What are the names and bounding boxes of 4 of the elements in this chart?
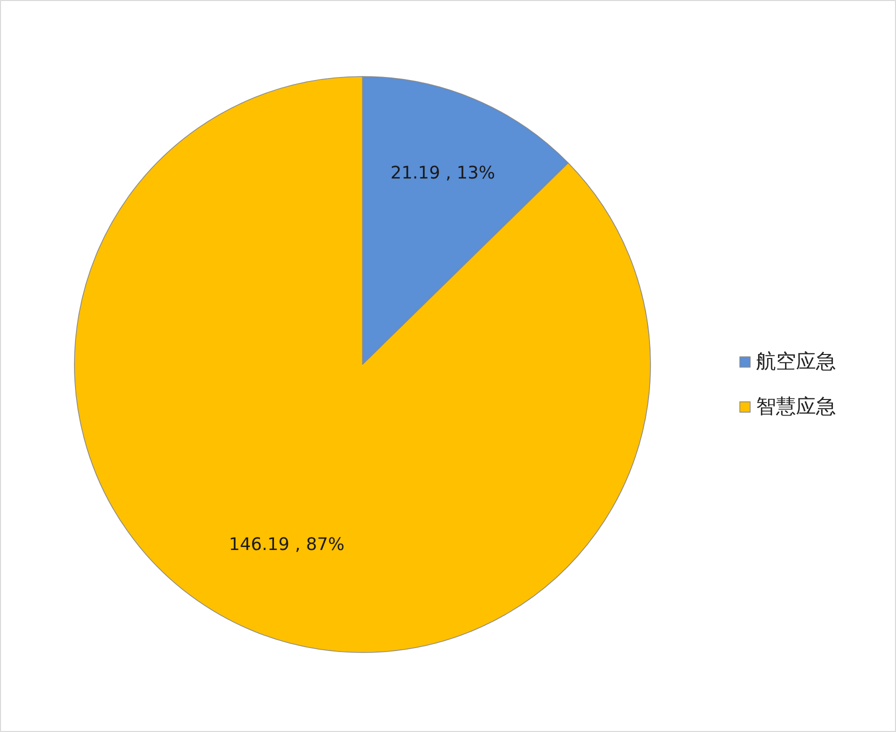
data-label: 21.19 , 13% (390, 163, 496, 184)
data-label: 146.19 , 87% (228, 535, 344, 556)
legend-label: 航空应急 (756, 348, 836, 375)
legend-label: 智慧应急 (756, 393, 836, 420)
